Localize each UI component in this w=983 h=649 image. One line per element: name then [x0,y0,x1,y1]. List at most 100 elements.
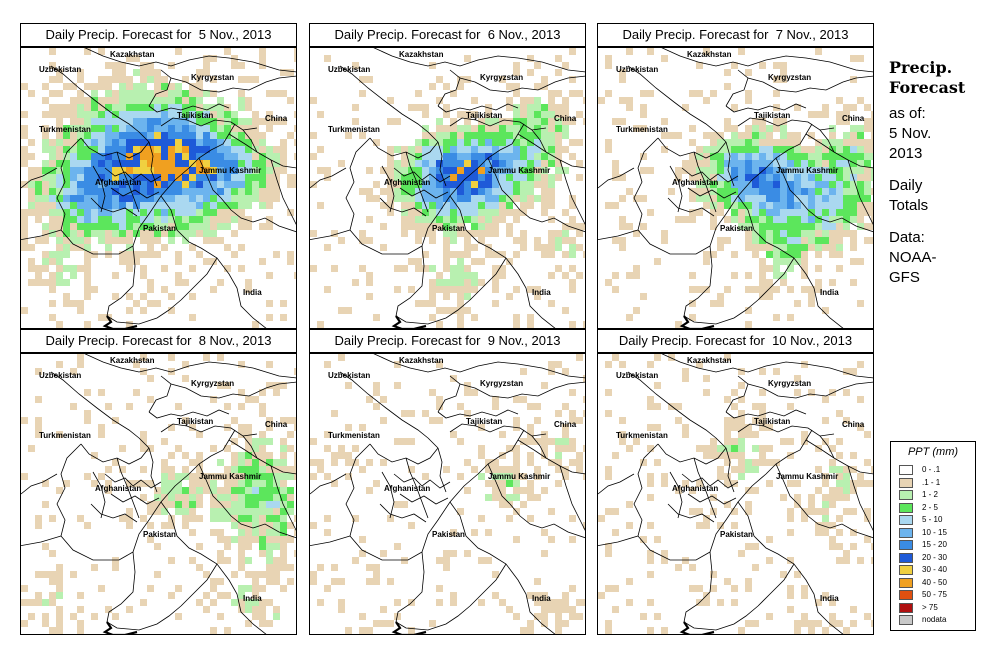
legend-swatch [899,527,913,538]
map-label-india: India [532,288,551,297]
map-label-india: India [243,288,262,297]
country-borders [310,354,585,634]
map-label-uzbekistan: Uzbekistan [39,371,82,380]
map-canvas [21,48,296,328]
precip-map: Kazakhstan Uzbekistan Kyrgyzstan Tajikistan… [309,353,586,635]
info-heading-line1: Precip. [889,58,953,77]
panel-title: Daily Precip. Forecast for 6 Nov., 2013 [309,23,586,47]
map-label-afghanistan: Afghanistan [95,484,142,493]
forecast-panel: Daily Precip. Forecast for 10 Nov., 2013… [597,329,874,635]
map-label-jammu-kashmir: Jammu Kashmir [776,472,839,481]
map-label-kyrgyzstan: Kyrgyzstan [480,379,524,388]
map-label-kazakhstan: Kazakhstan [399,356,444,365]
map-label-afghanistan: Afghanistan [672,178,719,187]
map-label-jammu-kashmir: Jammu Kashmir [488,472,551,481]
precip-map: Kazakhstan Uzbekistan Kyrgyzstan Tajikistan… [597,353,874,635]
map-canvas [21,354,296,634]
legend-label: 40 - 50 [922,577,947,587]
precip-cells [598,48,873,328]
map-label-pakistan: Pakistan [143,530,176,539]
legend-swatch [899,477,913,488]
map-label-jammu-kashmir: Jammu Kashmir [199,166,262,175]
map-label-turkmenistan: Turkmenistan [328,125,380,134]
legend-label: 2 - 5 [922,502,939,512]
map-label-tajikistan: Tajikistan [466,417,503,426]
precip-cells [598,354,873,634]
precip-cells [21,354,296,634]
forecast-panel: Daily Precip. Forecast for 9 Nov., 2013 K… [309,329,586,635]
map-label-turkmenistan: Turkmenistan [39,431,91,440]
data-source-line1: NOAA- [889,249,937,266]
legend-label: 0 - .1 [922,465,941,474]
panel-title: Daily Precip. Forecast for 5 Nov., 2013 [20,23,297,47]
legend-label: 10 - 15 [922,527,947,537]
map-label-kazakhstan: Kazakhstan [687,356,732,365]
forecast-panel: Daily Precip. Forecast for 5 Nov., 2013 K… [20,23,297,329]
legend-swatch [899,465,913,475]
map-label-afghanistan: Afghanistan [672,484,719,493]
map-label-india: India [243,594,262,603]
map-label-china: China [265,420,288,429]
country-borders [598,48,873,328]
precip-legend: PPT (mm) 0 - .1 .1 - 1 1 - 2 2 - 5 5 - 10 10 … [890,441,976,631]
info-heading-line2: Forecast [889,78,966,97]
forecast-panel: Daily Precip. Forecast for 7 Nov., 2013 K… [597,23,874,329]
map-label-turkmenistan: Turkmenistan [616,431,668,440]
as-of-date-line2: 2013 [889,145,923,162]
legend-label: 20 - 30 [922,552,947,562]
map-label-afghanistan: Afghanistan [384,484,431,493]
legend-swatch [899,552,913,563]
map-label-uzbekistan: Uzbekistan [328,65,371,74]
country-borders [21,48,296,328]
panel-title: Daily Precip. Forecast for 9 Nov., 2013 [309,329,586,353]
legend-label: nodata [922,615,947,624]
map-label-tajikistan: Tajikistan [754,111,791,120]
map-label-tajikistan: Tajikistan [466,111,503,120]
panel-title: Daily Precip. Forecast for 7 Nov., 2013 [597,23,874,47]
map-label-uzbekistan: Uzbekistan [39,65,82,74]
map-label-kyrgyzstan: Kyrgyzstan [768,73,812,82]
map-label-india: India [532,594,551,603]
map-label-kazakhstan: Kazakhstan [399,50,444,59]
map-label-kazakhstan: Kazakhstan [110,356,155,365]
legend-swatch [899,590,913,600]
legend-label: 30 - 40 [922,565,947,574]
map-label-china: China [842,420,865,429]
legend-swatch [899,540,913,550]
map-canvas [598,48,873,328]
map-label-uzbekistan: Uzbekistan [328,371,371,380]
data-source-line2: GFS [889,269,920,286]
legend-swatch [899,490,913,500]
map-label-afghanistan: Afghanistan [95,178,142,187]
legend-swatch [899,577,913,588]
forecast-panel: Daily Precip. Forecast for 8 Nov., 2013 K… [20,329,297,635]
country-borders [310,48,585,328]
map-label-turkmenistan: Turkmenistan [39,125,91,134]
map-label-tajikistan: Tajikistan [754,417,791,426]
map-label-china: China [554,114,577,123]
legend-swatch [899,502,913,513]
map-label-afghanistan: Afghanistan [384,178,431,187]
country-borders [598,354,873,634]
legend-title: PPT (mm) [907,446,959,458]
legend-label: .1 - 1 [922,477,941,487]
legend-label: > 75 [922,602,938,612]
map-label-kyrgyzstan: Kyrgyzstan [191,379,235,388]
precip-cells [310,354,585,634]
precip-map: Kazakhstan Uzbekistan Kyrgyzstan Tajikistan… [309,47,586,329]
country-borders [21,354,296,634]
map-canvas [310,354,585,634]
map-label-india: India [820,288,839,297]
legend-swatch [899,602,913,613]
map-label-china: China [265,114,288,123]
map-label-turkmenistan: Turkmenistan [616,125,668,134]
map-canvas [598,354,873,634]
as-of-date-line1: 5 Nov. [889,125,932,142]
map-label-turkmenistan: Turkmenistan [328,431,380,440]
map-label-china: China [842,114,865,123]
map-label-pakistan: Pakistan [720,530,753,539]
precip-map: Kazakhstan Uzbekistan Kyrgyzstan Tajikistan… [20,47,297,329]
map-label-india: India [820,594,839,603]
precip-map: Kazakhstan Uzbekistan Kyrgyzstan Tajikistan… [20,353,297,635]
forecast-info: Precip. Forecast as of: 5 Nov. 2013 Dail… [889,58,983,288]
